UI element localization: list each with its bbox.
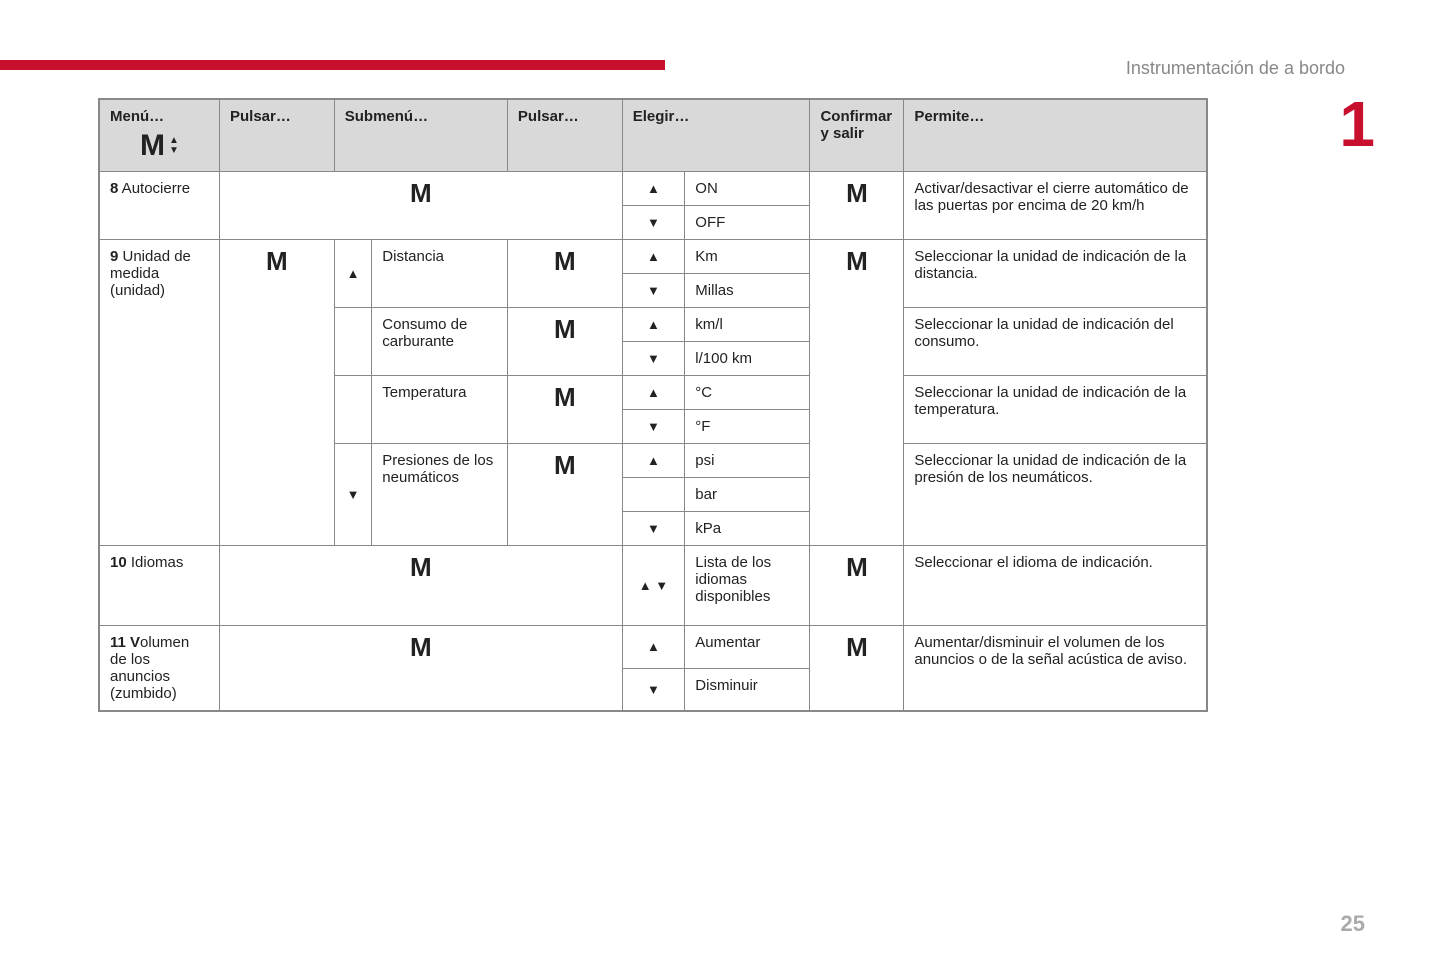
blank-arrow (334, 376, 372, 444)
accent-bar (0, 60, 665, 70)
submenu-cell: Presiones de los neumáticos (372, 444, 508, 546)
down-arrow-icon: ▼ (622, 342, 685, 376)
menu-cell: 11 Volumen de los anuncios (zumbido) (100, 626, 220, 711)
menu-label: Unidad de medida (unidad) (110, 248, 191, 299)
m-icon: M (140, 129, 165, 163)
submenu-cell: Distancia (372, 240, 508, 308)
col-header-elegir: Elegir… (622, 100, 810, 172)
down-arrow-icon: ▼ (169, 146, 179, 156)
option-cell: l/100 km (685, 342, 810, 376)
col-header-permite: Permite… (904, 100, 1207, 172)
confirm-m: M (810, 626, 904, 711)
permite-cell: Activar/desactivar el cierre automático … (904, 172, 1207, 240)
chapter-number: 1 (1339, 92, 1375, 156)
option-cell: Lista de los idiomas disponibles (685, 546, 810, 626)
up-arrow-icon: ▲ (622, 172, 685, 206)
pulsar-m: M (219, 546, 622, 626)
option-cell: Aumentar (685, 626, 810, 669)
table-row: 8 Autocierre M ▲ ON M Activar/desactivar… (100, 172, 1207, 206)
option-cell: Km (685, 240, 810, 274)
up-arrow-icon: ▲ (622, 240, 685, 274)
permite-cell: Seleccionar la unidad de indicación de l… (904, 444, 1207, 546)
option-cell: psi (685, 444, 810, 478)
option-cell: °F (685, 410, 810, 444)
submenu-cell: Temperatura (372, 376, 508, 444)
menu-number: 11 V (110, 634, 140, 651)
up-arrow-icon: ▲ (334, 240, 372, 308)
menu-cell: 10 Idiomas (100, 546, 220, 626)
blank-arrow (334, 308, 372, 376)
menu-label: Autocierre (118, 180, 190, 197)
confirm-m: M (810, 172, 904, 240)
option-cell: OFF (685, 206, 810, 240)
menu-cell: 8 Autocierre (100, 172, 220, 240)
down-arrow-icon: ▼ (622, 206, 685, 240)
menu-number: 10 (110, 554, 127, 571)
permite-cell: Seleccionar la unidad de indicación de l… (904, 240, 1207, 308)
option-cell: °C (685, 376, 810, 410)
header-menu-label: Menú… (110, 108, 209, 125)
page-number: 25 (1341, 911, 1365, 937)
updown-arrow-icon: ▲ ▼ (622, 546, 685, 626)
col-header-pulsar1: Pulsar… (219, 100, 334, 172)
pulsar-m: M (507, 444, 622, 546)
pulsar-m: M (219, 172, 622, 240)
col-header-menu: Menú… M ▲ ▼ (100, 100, 220, 172)
down-arrow-icon: ▼ (622, 410, 685, 444)
confirm-m: M (810, 240, 904, 546)
permite-cell: Seleccionar el idioma de indicación. (904, 546, 1207, 626)
permite-cell: Seleccionar la unidad de indicación de l… (904, 376, 1207, 444)
down-arrow-icon: ▼ (622, 668, 685, 711)
option-cell: kPa (685, 512, 810, 546)
up-arrow-icon: ▲ (622, 626, 685, 669)
table-row: 9 Unidad de medida (unidad) M ▲ Distanci… (100, 240, 1207, 274)
menu-label: Idiomas (127, 554, 184, 571)
col-header-submenu: Submenú… (334, 100, 507, 172)
submenu-cell: Consumo de carburante (372, 308, 508, 376)
option-cell: km/l (685, 308, 810, 342)
up-arrow-icon: ▲ (622, 308, 685, 342)
table-row: 11 Volumen de los anuncios (zumbido) M ▲… (100, 626, 1207, 669)
permite-cell: Seleccionar la unidad de indicación del … (904, 308, 1207, 376)
up-arrow-icon: ▲ (622, 444, 685, 478)
down-arrow-icon: ▼ (622, 512, 685, 546)
option-cell: Disminuir (685, 668, 810, 711)
section-title: Instrumentación de a bordo (1126, 58, 1345, 79)
option-cell: bar (685, 478, 810, 512)
blank-arrow (622, 478, 685, 512)
menu-table: Menú… M ▲ ▼ Pulsar… Submenú… Pulsar… Ele… (98, 98, 1208, 712)
col-header-pulsar2: Pulsar… (507, 100, 622, 172)
down-arrow-icon: ▼ (622, 274, 685, 308)
col-header-confirmar: Confirmar y salir (810, 100, 904, 172)
pulsar-m: M (219, 626, 622, 711)
table-header-row: Menú… M ▲ ▼ Pulsar… Submenú… Pulsar… Ele… (100, 100, 1207, 172)
option-cell: ON (685, 172, 810, 206)
pulsar-m: M (507, 240, 622, 308)
up-arrow-icon: ▲ (622, 376, 685, 410)
pulsar-m: M (219, 240, 334, 546)
pulsar-m: M (507, 308, 622, 376)
menu-cell: 9 Unidad de medida (unidad) (100, 240, 220, 546)
permite-cell: Aumentar/disminuir el volumen de los anu… (904, 626, 1207, 711)
confirm-m: M (810, 546, 904, 626)
pulsar-m: M (507, 376, 622, 444)
table-row: 10 Idiomas M ▲ ▼ Lista de los idiomas di… (100, 546, 1207, 626)
option-cell: Millas (685, 274, 810, 308)
down-arrow-icon: ▼ (334, 444, 372, 546)
